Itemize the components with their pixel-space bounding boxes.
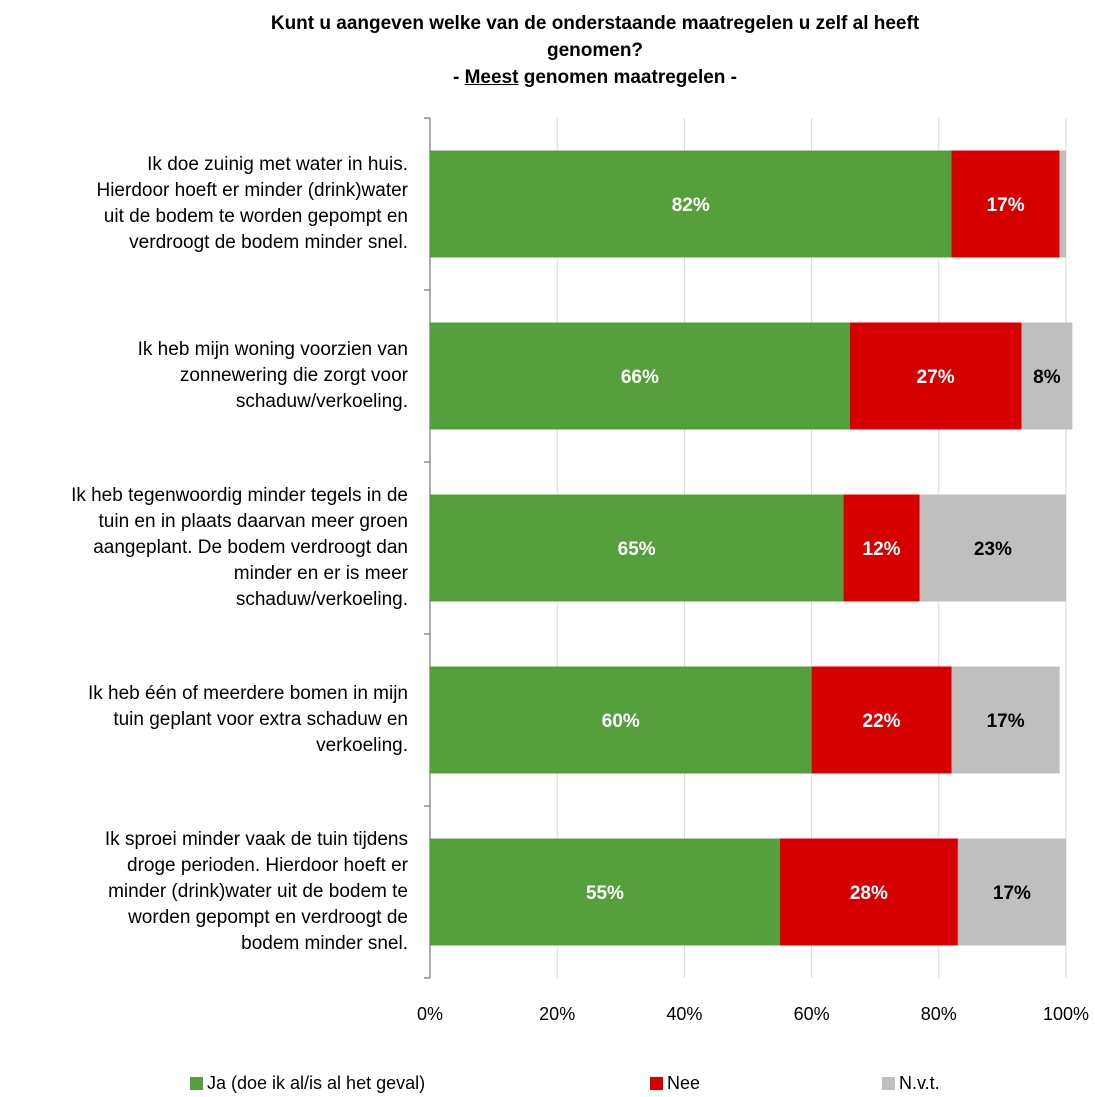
legend: Ja (doe ik al/is al het geval) Nee N.v.t. <box>0 1073 1095 1097</box>
category-label: Ik heb één of meerdere bomen in mijn tuin… <box>0 681 408 759</box>
x-tick-label: 20% <box>539 1004 575 1024</box>
data-label: 28% <box>850 883 888 904</box>
bar-segment <box>843 494 920 602</box>
category-label-line: minder (drink)water uit de bodem te <box>108 881 408 902</box>
bar-segment <box>779 838 958 946</box>
data-label: 12% <box>863 539 901 560</box>
bar-segment <box>951 666 1060 774</box>
category-label-line: zonnewering die zorgt voor <box>179 365 408 386</box>
category-label-line: Hierdoor hoeft er minder (drink)water <box>96 180 408 201</box>
legend-label: N.v.t. <box>899 1073 940 1093</box>
legend-label: Nee <box>667 1073 701 1093</box>
bar-segment <box>849 322 1022 430</box>
category-label-line: aangeplant. De bodem verdroogt dan <box>93 537 408 558</box>
bar-segment <box>811 666 952 774</box>
bar-segment <box>430 150 952 258</box>
bar-segment <box>1059 150 1066 258</box>
bar-segment <box>919 494 1066 602</box>
data-label: 82% <box>672 195 710 216</box>
data-label: 60% <box>602 711 640 732</box>
data-label: 8% <box>1033 367 1061 388</box>
category-label-line: droge perioden. Hierdoor hoeft er <box>127 855 408 876</box>
x-tick-label: 80% <box>921 1004 957 1024</box>
data-label: 66% <box>621 367 659 388</box>
category-label-line: Ik heb tegenwoordig minder tegels in de <box>71 485 408 506</box>
category-label-line: bodem minder snel. <box>241 933 408 954</box>
legend-item: N.v.t. <box>882 1073 940 1094</box>
chart-subtitle: - Meest genomen maatregelen - <box>180 64 1010 91</box>
subtitle-underlined: Meest <box>464 67 519 88</box>
data-label: 55% <box>586 883 624 904</box>
category-label-line: Ik sproei minder vaak de tuin tijdens <box>104 829 408 850</box>
subtitle-prefix: - <box>452 67 465 88</box>
data-label: 22% <box>863 711 901 732</box>
legend-swatch <box>650 1077 663 1090</box>
legend-swatch <box>190 1077 203 1090</box>
category-label-line: tuin geplant voor extra schaduw en <box>113 709 408 730</box>
chart-title-line: genomen? <box>546 40 644 61</box>
bar-segment <box>1021 322 1073 430</box>
data-label: 27% <box>917 367 955 388</box>
category-label: Ik doe zuinig met water in huis. Hierdoor… <box>0 152 408 256</box>
data-label: 17% <box>993 883 1031 904</box>
legend-item: Nee <box>650 1073 700 1094</box>
category-label-line: Ik heb één of meerdere bomen in mijn <box>87 683 408 704</box>
bar-segment <box>951 150 1060 258</box>
data-label: 65% <box>618 539 656 560</box>
x-tick-label: 100% <box>1043 1004 1089 1024</box>
x-tick-label: 40% <box>666 1004 702 1024</box>
data-label: 23% <box>974 539 1012 560</box>
legend-label: Ja (doe ik al/is al het geval) <box>207 1073 426 1093</box>
data-label: 17% <box>987 195 1025 216</box>
category-label-line: schaduw/verkoeling. <box>235 589 408 610</box>
bar-segment <box>430 838 780 946</box>
chart-title-line: Kunt u aangeven welke van de onderstaand… <box>270 13 920 34</box>
category-label: Ik heb tegenwoordig minder tegels in de t… <box>0 483 408 613</box>
x-tick-label: 60% <box>794 1004 830 1024</box>
subtitle-rest: genomen maatregelen - <box>518 67 738 88</box>
category-label-line: verkoeling. <box>316 735 408 756</box>
chart-title: Kunt u aangeven welke van de onderstaand… <box>180 10 1010 91</box>
category-label-line: verdroogt de bodem minder snel. <box>129 232 408 253</box>
category-label-line: tuin en in plaats daarvan meer groen <box>98 511 408 532</box>
category-label-line: worden gepompt en verdroogt de <box>128 907 408 928</box>
category-label-line: uit de bodem te worden gepompt en <box>103 206 408 227</box>
bar-segment <box>957 838 1066 946</box>
bar-segment <box>430 322 850 430</box>
legend-item: Ja (doe ik al/is al het geval) <box>190 1073 425 1094</box>
category-label: Ik heb mijn woning voorzien van zonneweri… <box>0 337 408 415</box>
category-label-line: Ik doe zuinig met water in huis. <box>147 154 408 175</box>
x-tick-label: 0% <box>417 1004 443 1024</box>
category-label-line: schaduw/verkoeling. <box>235 391 408 412</box>
bar-segment <box>430 666 812 774</box>
legend-swatch <box>882 1077 895 1090</box>
category-label-line: Ik heb mijn woning voorzien van <box>137 339 408 360</box>
category-label-line: minder en er is meer <box>233 563 408 584</box>
bar-segment <box>430 494 844 602</box>
data-label: 17% <box>987 711 1025 732</box>
category-label: Ik sproei minder vaak de tuin tijdens dro… <box>0 827 408 957</box>
